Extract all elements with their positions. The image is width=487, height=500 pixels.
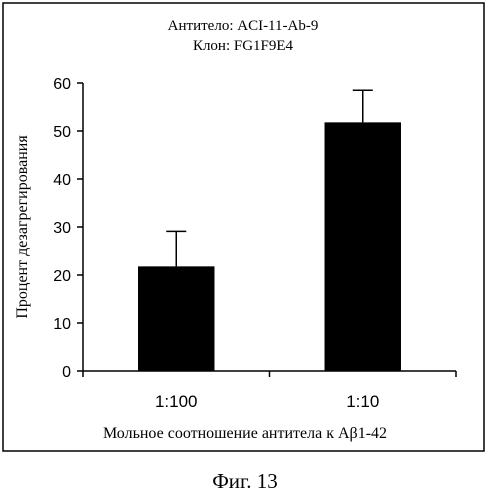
y-tick-label: 20	[53, 268, 71, 285]
y-tick-label: 60	[53, 76, 71, 93]
y-tick-label: 0	[62, 364, 71, 381]
y-axis-label: Процент дезагрегирования	[14, 135, 31, 319]
bar	[138, 266, 214, 371]
y-tick-label: 50	[53, 124, 71, 141]
bar	[325, 122, 401, 371]
bars	[138, 90, 401, 371]
x-tick-label: 1:10	[346, 392, 379, 411]
y-axis-ticks: 0 10 20 30 40 50 60	[53, 76, 83, 381]
x-axis-label: Мольное соотношение антитела к Aβ1-42	[103, 425, 387, 442]
chart-title-line-2: Клон: FG1F9E4	[193, 38, 294, 54]
chart-frame	[3, 3, 484, 451]
x-axis-tick-labels: 1:100 1:10	[155, 392, 379, 411]
y-tick-label: 40	[53, 172, 71, 189]
chart-title-line-1: Антитело: ACI-11-Ab-9	[168, 18, 319, 34]
x-axis-ticks	[83, 371, 456, 377]
figure-caption: Фиг. 13	[212, 469, 278, 493]
x-tick-label: 1:100	[155, 392, 198, 411]
y-tick-label: 10	[53, 316, 71, 333]
y-tick-label: 30	[53, 220, 71, 237]
